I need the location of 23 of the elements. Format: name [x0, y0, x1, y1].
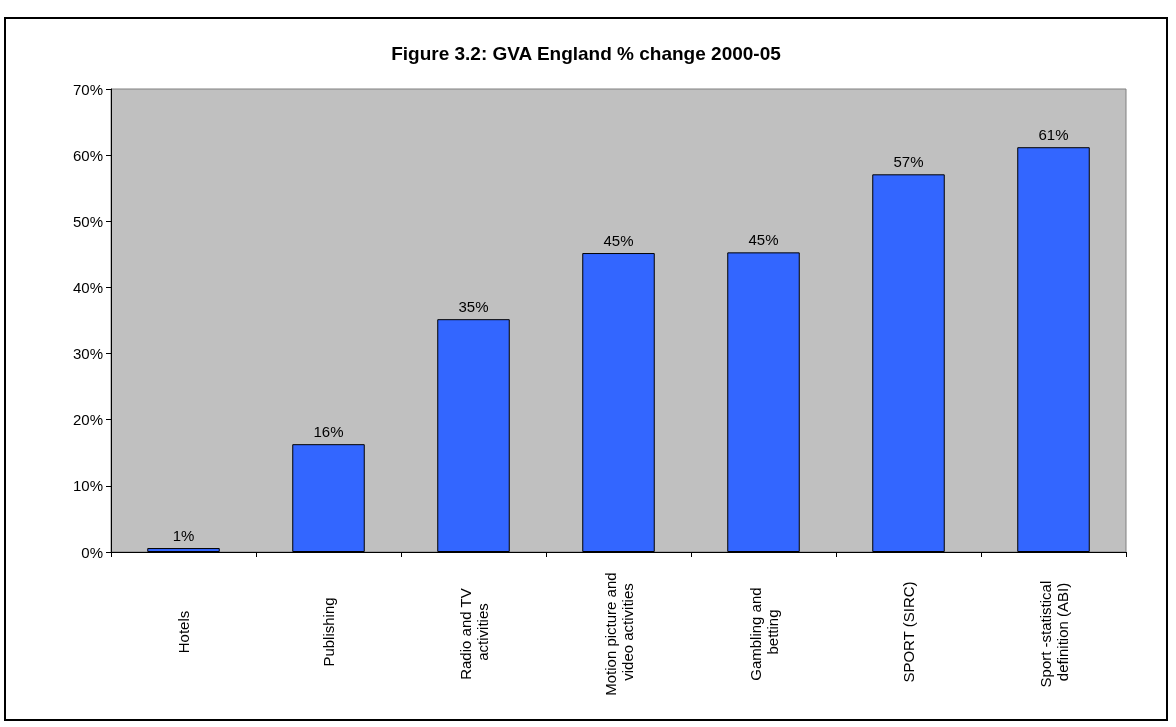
- x-tick-label: Gambling and betting: [746, 583, 781, 681]
- y-tick-label: 20%: [72, 411, 103, 429]
- y-tick-label: 30%: [72, 345, 103, 363]
- data-label: 45%: [603, 232, 634, 250]
- x-tick-label: SPORT (SIRC): [900, 581, 917, 683]
- data-label: 1%: [172, 527, 195, 545]
- x-tick-label: Sport -statistical definition (ABI): [1036, 576, 1071, 688]
- x-tick-label: Motion picture and video activities: [601, 568, 636, 696]
- data-label: 16%: [313, 423, 344, 441]
- x-tick-label: Publishing: [320, 597, 337, 667]
- data-label: 57%: [893, 153, 924, 171]
- x-tick-label: Hotels: [175, 610, 192, 654]
- y-tick-label: 70%: [72, 80, 103, 98]
- data-label: 61%: [1038, 126, 1069, 144]
- x-tick-label: Radio and TV activities: [456, 584, 491, 680]
- y-tick-label: 0%: [81, 543, 103, 561]
- y-tick-label: 10%: [72, 477, 103, 495]
- data-label: 45%: [748, 231, 779, 249]
- y-tick-label: 60%: [72, 146, 103, 164]
- data-label: 35%: [458, 298, 489, 316]
- y-tick-label: 40%: [72, 278, 103, 296]
- chart-title: Figure 3.2: GVA England % change 2000-05: [391, 43, 782, 64]
- y-tick-label: 50%: [72, 212, 103, 230]
